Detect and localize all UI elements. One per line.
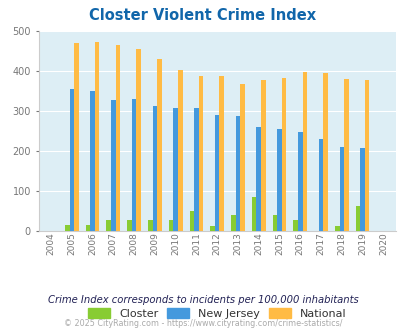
Bar	[210, 226, 214, 231]
Bar	[157, 58, 161, 231]
Bar	[194, 108, 198, 231]
Bar	[111, 100, 115, 231]
Bar	[251, 197, 256, 231]
Bar	[85, 225, 90, 231]
Text: © 2025 CityRating.com - https://www.cityrating.com/crime-statistics/: © 2025 CityRating.com - https://www.city…	[64, 319, 341, 328]
Bar	[343, 79, 348, 231]
Bar	[198, 77, 203, 231]
Bar	[177, 70, 182, 231]
Bar	[339, 147, 343, 231]
Bar	[360, 148, 364, 231]
Legend: Closter, New Jersey, National: Closter, New Jersey, National	[84, 305, 349, 322]
Bar	[322, 73, 327, 231]
Bar	[277, 129, 281, 231]
Bar	[318, 139, 322, 231]
Bar	[74, 43, 79, 231]
Bar	[152, 106, 157, 231]
Bar	[115, 45, 120, 231]
Bar	[168, 220, 173, 231]
Bar	[148, 220, 152, 231]
Bar	[293, 220, 297, 231]
Bar	[106, 220, 111, 231]
Bar	[235, 116, 240, 231]
Bar	[127, 220, 132, 231]
Bar	[281, 78, 286, 231]
Bar	[69, 89, 74, 231]
Bar	[355, 206, 360, 231]
Bar	[230, 215, 235, 231]
Bar	[95, 42, 99, 231]
Bar	[136, 49, 141, 231]
Bar	[65, 225, 69, 231]
Bar	[219, 77, 224, 231]
Bar	[334, 226, 339, 231]
Bar	[297, 132, 302, 231]
Bar	[132, 99, 136, 231]
Bar	[214, 115, 219, 231]
Bar	[173, 108, 177, 231]
Text: Closter Violent Crime Index: Closter Violent Crime Index	[89, 8, 316, 23]
Bar	[272, 215, 277, 231]
Bar	[240, 84, 244, 231]
Bar	[189, 211, 194, 231]
Bar	[260, 81, 265, 231]
Bar	[364, 80, 369, 231]
Bar	[90, 91, 95, 231]
Bar	[256, 127, 260, 231]
Text: Crime Index corresponds to incidents per 100,000 inhabitants: Crime Index corresponds to incidents per…	[47, 295, 358, 305]
Bar	[302, 73, 307, 231]
